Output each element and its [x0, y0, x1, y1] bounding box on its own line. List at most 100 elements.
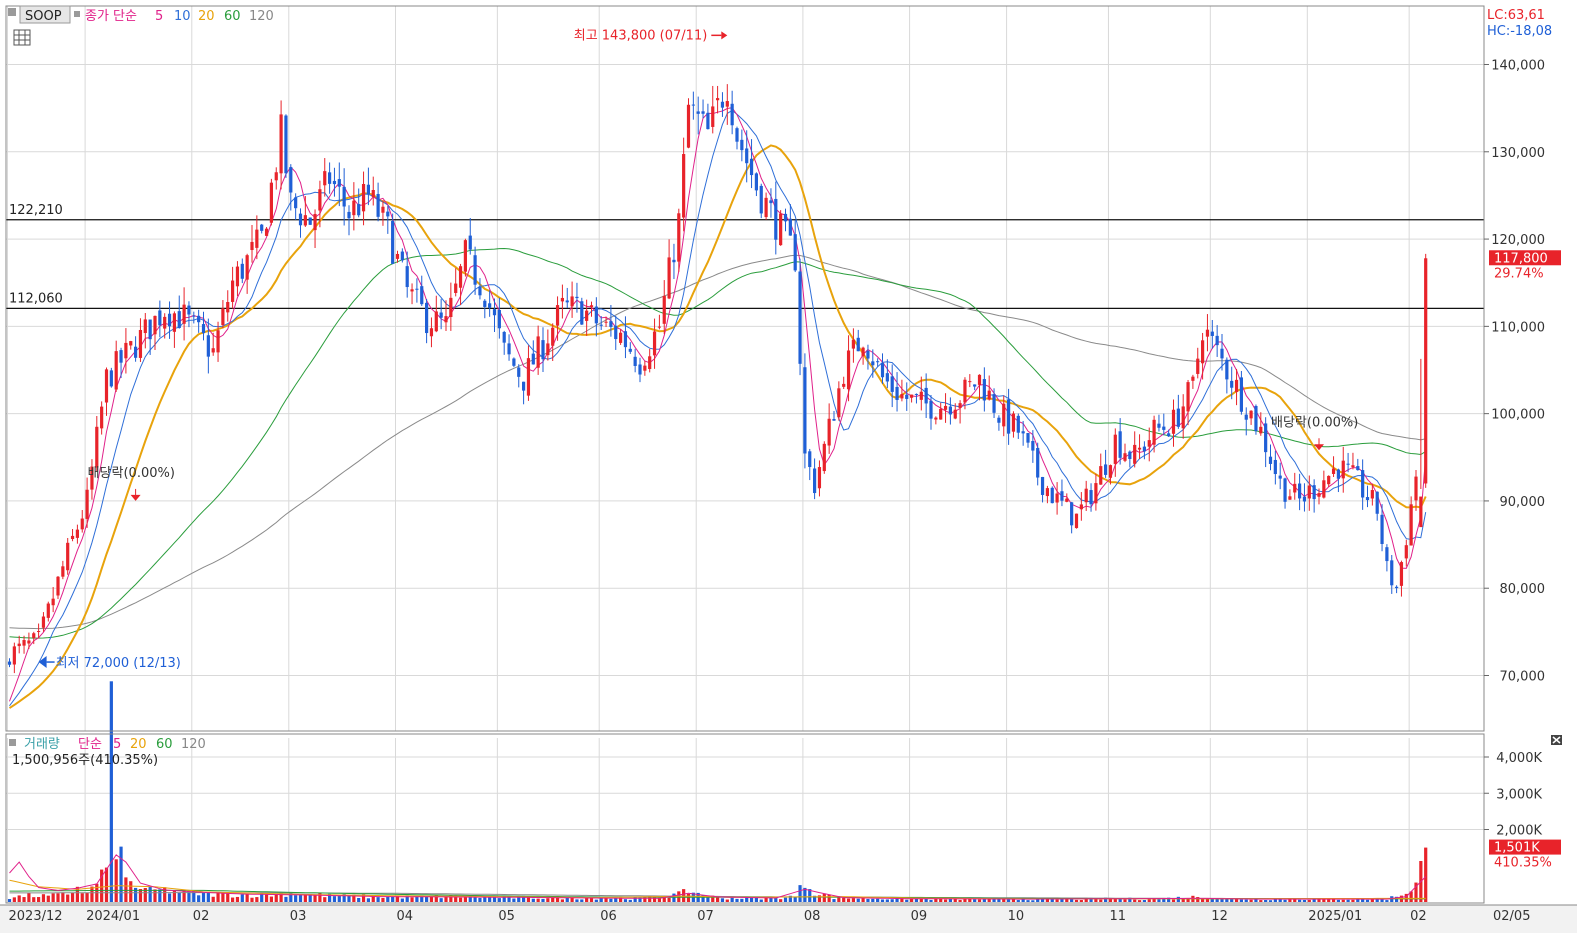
candle-body	[541, 340, 545, 360]
candle-body	[817, 467, 822, 489]
candle-body	[1365, 497, 1370, 501]
candle-body	[890, 376, 894, 392]
volume-legend-ma120[interactable]: 120	[181, 737, 206, 752]
candle-body	[953, 409, 957, 419]
volume-bar	[895, 897, 899, 902]
candle-body	[216, 330, 220, 353]
legend-ma20[interactable]: 20	[198, 9, 215, 24]
volume-bar	[740, 898, 744, 902]
candle-body	[1249, 410, 1253, 419]
candle-body	[231, 280, 235, 302]
legend-ma60[interactable]: 60	[224, 9, 241, 24]
candle-body	[1331, 468, 1336, 474]
candle-body	[51, 598, 55, 606]
volume-toggle-icon[interactable]	[9, 739, 16, 746]
legend-ma120[interactable]: 120	[249, 9, 274, 24]
candle-body	[70, 535, 75, 540]
candle-body	[269, 182, 273, 223]
volume-bar	[1157, 899, 1161, 902]
candle-body	[27, 640, 31, 644]
volume-bar	[22, 897, 26, 902]
candle-body	[919, 391, 923, 400]
volume-bar	[672, 893, 676, 902]
candle-body	[400, 251, 404, 261]
candle-body	[61, 566, 65, 577]
volume-bar	[250, 897, 254, 902]
candle-body	[1079, 504, 1083, 510]
legend-ma5[interactable]: 5	[155, 9, 163, 24]
volume-bar	[1365, 899, 1370, 902]
symbol-box[interactable]	[19, 5, 71, 24]
candle-body	[1040, 476, 1045, 495]
candle-body	[328, 172, 332, 184]
volume-bar	[289, 892, 293, 902]
candle-body	[1395, 586, 1399, 589]
candle-body	[526, 358, 531, 396]
candle-body	[531, 353, 535, 365]
volume-bar	[226, 893, 230, 902]
volume-bar	[842, 897, 846, 902]
candle-body	[415, 288, 419, 290]
candle-body	[221, 308, 225, 326]
volume-bar	[749, 897, 754, 902]
volume-bar	[1234, 898, 1239, 902]
candle-body	[851, 339, 855, 349]
candle-body	[813, 468, 817, 494]
date-axis-label: 07	[697, 909, 714, 924]
volume-bar	[61, 892, 65, 902]
candle-body	[488, 303, 492, 308]
volume-bar	[619, 897, 623, 902]
date-axis-label: 02/05	[1493, 909, 1530, 924]
table-view-icon[interactable]	[13, 29, 31, 46]
volume-bar	[555, 896, 560, 902]
date-axis: 2023/12 2024/01 02 03 04 05 06 07 08 09 10 11 12 2025…	[9, 909, 1531, 924]
volume-bar	[706, 897, 710, 902]
candle-body	[255, 229, 259, 248]
volume-bar	[1104, 897, 1108, 902]
volume-bar	[963, 898, 967, 902]
volume-bar	[90, 886, 94, 902]
volume-legend-ma20[interactable]: 20	[130, 737, 147, 752]
candle-body	[551, 327, 555, 346]
candle-body	[1239, 377, 1243, 412]
price-legend: SOOP 종가 단순 5 10 20 60 120	[8, 5, 274, 46]
volume-legend-ma5[interactable]: 5	[113, 737, 121, 752]
price-axis-label: 130,000	[1491, 146, 1545, 161]
price-axis-label: 70,000	[1500, 670, 1546, 685]
candle-body	[619, 332, 623, 343]
volume-bar	[1152, 898, 1156, 902]
volume-bar	[303, 895, 307, 902]
volume-bar	[1395, 896, 1399, 902]
volume-bar	[1298, 899, 1302, 902]
volume-bar	[420, 895, 424, 902]
volume-bar	[856, 898, 860, 902]
legend-ma-type[interactable]: 종가 단순	[85, 9, 137, 24]
current-volume-label: 1,501K	[1494, 841, 1540, 856]
candle-body	[298, 213, 303, 226]
candle-body	[85, 489, 89, 519]
candle-body	[754, 173, 758, 191]
volume-bar	[1089, 897, 1093, 902]
candle-body	[463, 240, 467, 272]
volume-bar	[376, 897, 380, 902]
date-axis-label: 11	[1109, 909, 1126, 924]
volume-bar	[652, 897, 657, 902]
volume-bar	[104, 867, 109, 902]
volume-legend-type[interactable]: 단순	[78, 737, 102, 752]
candle-body	[313, 213, 317, 231]
volume-bar	[119, 846, 123, 902]
volume-bar	[716, 897, 720, 902]
volume-bar	[764, 897, 768, 902]
legend-ma10[interactable]: 10	[174, 9, 191, 24]
candle-body	[662, 295, 666, 324]
volume-legend-ma60[interactable]: 60	[156, 737, 173, 752]
volume-bar	[187, 891, 191, 902]
volume-legend-title[interactable]: 거래량	[24, 737, 60, 752]
panel-close-icon[interactable]	[1551, 735, 1562, 745]
volume-bar	[1273, 898, 1277, 902]
volume-bar	[323, 897, 327, 902]
legend-toggle-icon[interactable]	[8, 8, 16, 16]
volume-bar	[759, 899, 763, 902]
volume-bar	[1113, 898, 1117, 902]
